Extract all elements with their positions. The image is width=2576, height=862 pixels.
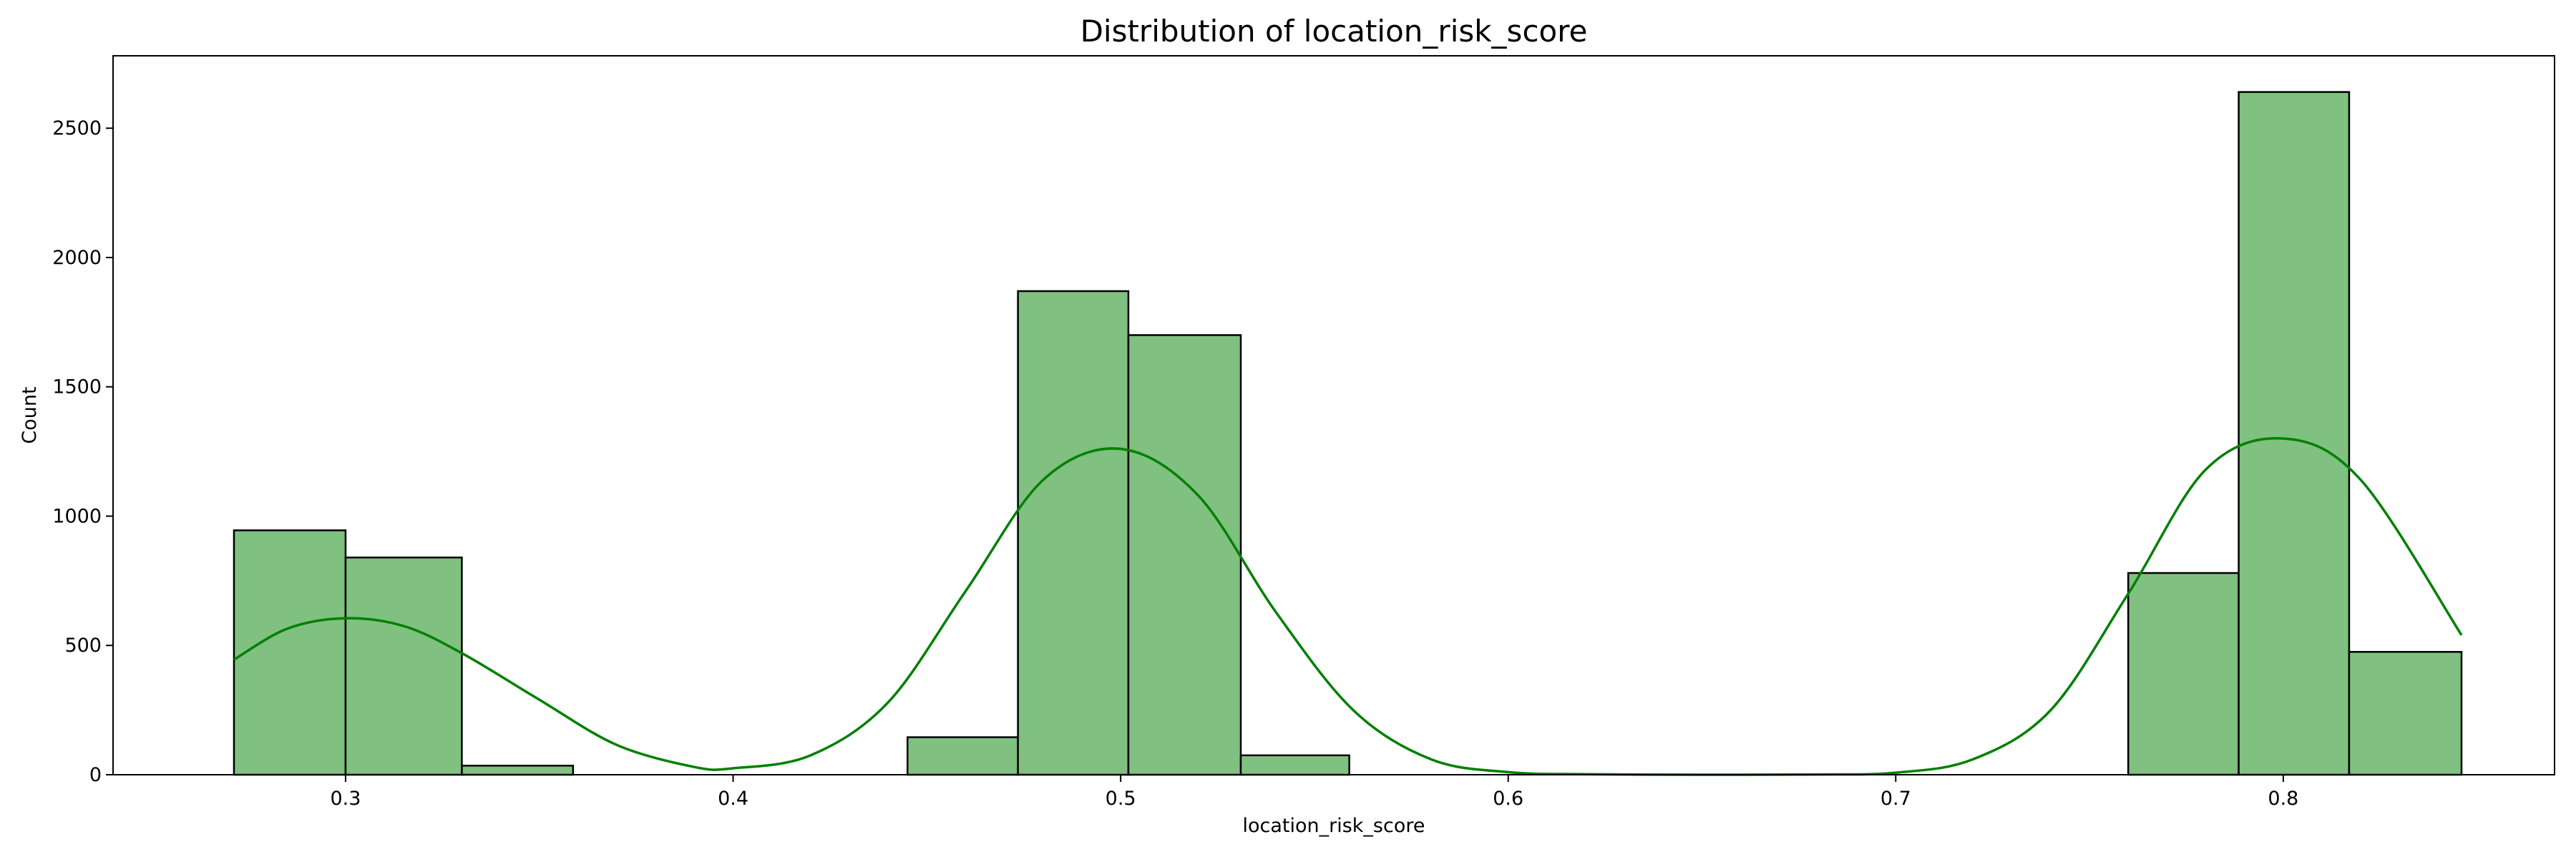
- bars-layer: [233, 91, 2463, 776]
- x-axis-ticks: 0.3 0.4 0.5 0.6 0.7 0.8: [330, 775, 2298, 810]
- histogram-bar: [2238, 91, 2351, 776]
- kde-layer: [233, 436, 2463, 776]
- chart-title: Distribution of location_risk_score: [1080, 14, 1588, 49]
- y-tick-label: 1000: [52, 505, 102, 527]
- y-axis-ticks: 0 500 1000 1500 2000 2500: [52, 117, 113, 786]
- y-tick-label: 2000: [52, 247, 102, 269]
- histogram-bar: [2348, 651, 2463, 776]
- y-tick-label: 0: [89, 764, 102, 786]
- histogram-bar: [1127, 334, 1242, 776]
- histogram-bar: [907, 736, 1019, 776]
- x-tick-label: 0.7: [1880, 788, 1911, 810]
- x-tick-label: 0.5: [1106, 788, 1136, 810]
- plot-frame: [112, 55, 2555, 775]
- histogram-bar: [2127, 572, 2240, 776]
- histogram-bar: [233, 529, 347, 776]
- x-axis-label: location_risk_score: [1243, 815, 1425, 837]
- y-tick-label: 500: [64, 635, 102, 657]
- y-axis-label: Count: [19, 386, 41, 444]
- histogram-bar: [344, 557, 463, 776]
- x-tick-label: 0.4: [718, 788, 748, 810]
- kde-density-line: [233, 436, 2463, 776]
- histogram-bar: [461, 765, 575, 776]
- y-tick-label: 1500: [52, 376, 102, 398]
- y-tick-label: 2500: [52, 117, 102, 139]
- x-tick-label: 0.6: [1493, 788, 1523, 810]
- histogram-bar: [1017, 290, 1130, 776]
- x-tick-label: 0.3: [330, 788, 361, 810]
- x-tick-label: 0.8: [2268, 788, 2298, 810]
- histogram-bar: [1239, 754, 1350, 776]
